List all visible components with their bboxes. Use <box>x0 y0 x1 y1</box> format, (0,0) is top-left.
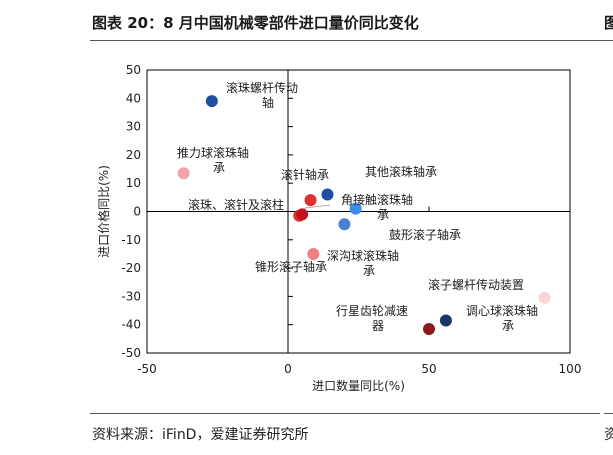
data-point <box>177 167 190 180</box>
data-point-label: 锥形滚子轴承 <box>255 259 327 274</box>
data-point <box>538 291 551 304</box>
data-point <box>338 218 351 231</box>
data-point-label: 滚针轴承 <box>281 167 329 182</box>
data-point <box>349 202 362 215</box>
x-axis-label: 进口数量同比(%) <box>312 378 405 393</box>
data-point-label: 角接触滚珠轴承 <box>341 192 413 222</box>
title-divider <box>90 40 613 41</box>
data-point-label: 滚珠、滚针及滚柱 <box>188 197 284 212</box>
y-tick-label: -40 <box>121 318 141 332</box>
x-tick-label: 50 <box>421 362 436 376</box>
y-tick-label: 30 <box>126 120 141 134</box>
y-tick-label: -20 <box>121 261 141 275</box>
x-tick-label: 100 <box>559 362 582 376</box>
data-point-label: 调心球滚珠轴承 <box>466 303 538 333</box>
y-tick-label: 40 <box>126 91 141 105</box>
next-source-fragment: 资 <box>604 427 613 443</box>
y-tick-label: -30 <box>121 289 141 303</box>
source-note: 资料来源：iFinD，爱建证券研究所 <box>92 427 309 443</box>
data-point-label: 鼓形滚子轴承 <box>389 227 461 242</box>
data-point <box>304 194 317 207</box>
data-point <box>307 247 320 260</box>
y-tick-label: 50 <box>126 63 141 77</box>
y-tick-label: 0 <box>133 205 141 219</box>
data-point <box>321 188 334 201</box>
source-divider <box>90 413 600 414</box>
x-tick-label: 0 <box>284 362 292 376</box>
data-point <box>296 208 309 221</box>
data-point <box>205 95 218 108</box>
y-tick-label: 10 <box>126 176 141 190</box>
data-point-label: 滚珠螺杆传动轴 <box>226 80 298 110</box>
y-axis-label: 进口价格同比(%) <box>96 165 111 258</box>
y-tick-label: -50 <box>121 346 141 360</box>
data-point-label: 推力球滚珠轴承 <box>177 145 249 175</box>
data-point-label: 行星齿轮减速器 <box>336 304 408 333</box>
next-source-divider <box>604 413 613 414</box>
y-tick-label: 20 <box>126 148 141 162</box>
y-tick-label: -10 <box>121 233 141 247</box>
data-point-label: 滚子螺杆传动装置 <box>428 277 524 292</box>
data-point-label: 深沟球滚珠轴承 <box>327 248 399 278</box>
data-point-label: 其他滚珠轴承 <box>365 164 437 179</box>
next-figure-title-fragment: 图 <box>604 14 613 32</box>
data-point <box>423 322 435 335</box>
data-point <box>439 314 452 327</box>
x-tick-label: -50 <box>137 362 157 376</box>
figure-title: 图表 20：8 月中国机械零部件进口量价同比变化 <box>92 14 419 32</box>
